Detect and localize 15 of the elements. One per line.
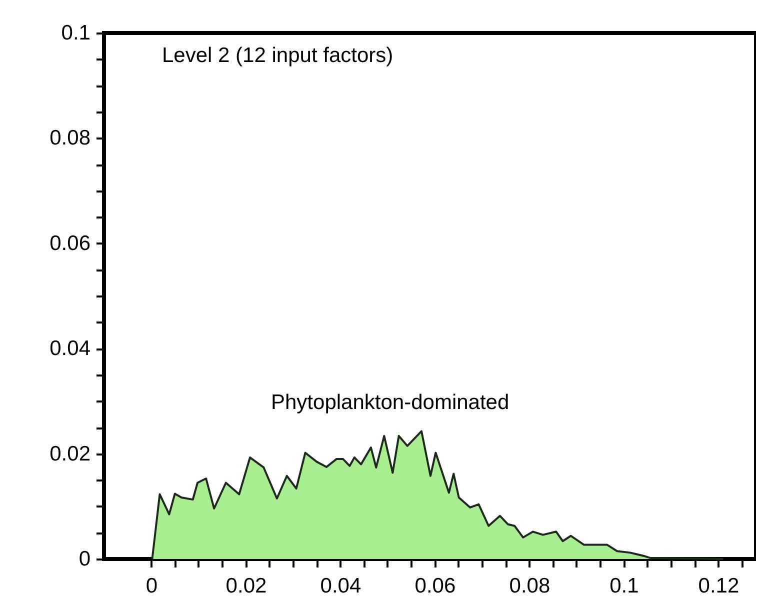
y-tick-label: 0 bbox=[78, 548, 90, 570]
x-tick-label: 0.02 bbox=[226, 574, 267, 598]
x-tick-label: 0.1 bbox=[610, 574, 639, 598]
annotation: Phytoplankton-dominated bbox=[271, 391, 510, 414]
y-tick-label: 0.06 bbox=[50, 232, 90, 255]
x-tick-label: 0.06 bbox=[414, 574, 456, 598]
y-tick-label: 0.1 bbox=[61, 22, 90, 44]
x-tick-label: 0.04 bbox=[320, 574, 362, 598]
x-tick-label: 0.12 bbox=[698, 574, 740, 598]
y-tick-label: 0.04 bbox=[50, 337, 91, 360]
x-tick-label: 0 bbox=[146, 574, 158, 598]
annotation: Level 2 (12 input factors) bbox=[162, 44, 394, 67]
y-tick-label: 0.08 bbox=[50, 126, 90, 150]
y-tick-label: 0.02 bbox=[50, 442, 90, 466]
x-tick-label: 0.08 bbox=[509, 574, 550, 598]
